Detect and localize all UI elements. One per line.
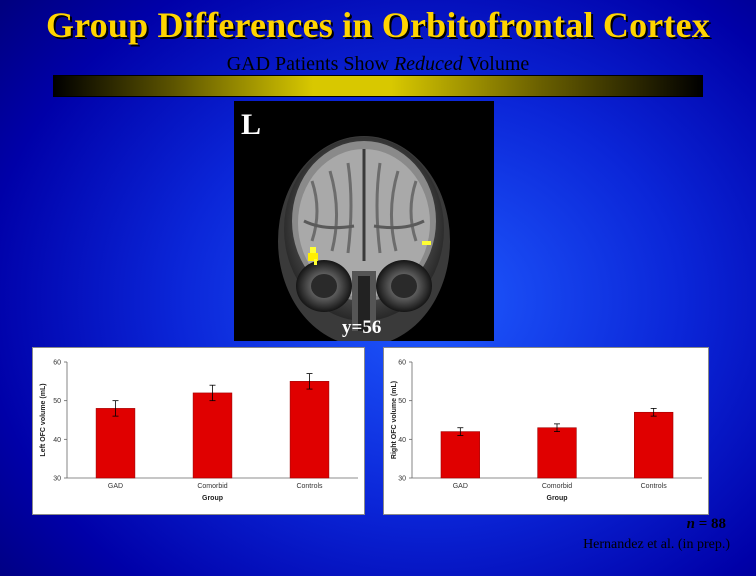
right-ofc-bar-chart: 30 40 50 60 GAD Comorbid Controls Group Right OF… — [391, 360, 702, 502]
bar — [537, 427, 577, 479]
left-ofc-chart-panel: 30 40 50 60 GAD Comorbid Controls Group Left OFC… — [32, 347, 365, 515]
sample-size-variable: n — [686, 516, 695, 532]
left-ofc-bar-chart: 30 40 50 60 GAD Comorbid Controls Group Left OFC… — [40, 360, 358, 502]
x-tick-label: GAD — [108, 483, 123, 490]
subtitle-text-post: Volume — [462, 53, 530, 75]
y-tick-label: 50 — [53, 398, 61, 405]
sample-size-label: n = 88 — [687, 516, 726, 533]
bar — [634, 411, 674, 479]
bar — [192, 392, 233, 479]
x-tick-label: Controls — [296, 483, 323, 490]
title-divider — [54, 76, 702, 96]
slice-coordinate-label: y=56 — [342, 317, 382, 338]
brain-mri-drawing — [234, 101, 494, 341]
x-axis-title: Group — [202, 495, 223, 502]
right-ofc-chart-panel: 30 40 50 60 GAD Comorbid Controls Group Right OF… — [383, 347, 709, 515]
slide-subtitle: GAD Patients Show Reduced Volume — [0, 53, 756, 76]
y-axis-title: Right OFC volume (mL) — [391, 381, 398, 459]
sample-size-value: = 88 — [694, 516, 726, 532]
y-tick-label: 30 — [398, 476, 406, 483]
x-tick-label: GAD — [453, 483, 468, 490]
subtitle-text-pre: GAD Patients Show — [226, 53, 394, 75]
bar — [440, 431, 480, 479]
x-axis-title: Group — [547, 495, 568, 502]
brain-mri-image — [234, 101, 494, 341]
subtitle-emphasis: Reduced — [393, 53, 463, 75]
x-tick-label: Comorbid — [542, 483, 572, 490]
slide-title: Group Differences in Orbitofrontal Corte… — [45, 5, 711, 45]
y-tick-label: 60 — [53, 360, 61, 367]
x-tick-label: Controls — [641, 483, 668, 490]
y-axis-title: Left OFC volume (mL) — [40, 383, 47, 456]
citation: Hernandez et al. (in prep.) — [583, 537, 730, 552]
orientation-label: L — [241, 108, 262, 141]
y-tick-label: 60 — [398, 360, 406, 367]
bar — [95, 408, 136, 479]
x-tick-label: Comorbid — [197, 483, 227, 490]
bar — [289, 381, 330, 479]
y-tick-label: 30 — [53, 476, 61, 483]
y-tick-label: 50 — [398, 398, 406, 405]
y-tick-label: 40 — [398, 437, 406, 444]
y-tick-label: 40 — [53, 437, 61, 444]
